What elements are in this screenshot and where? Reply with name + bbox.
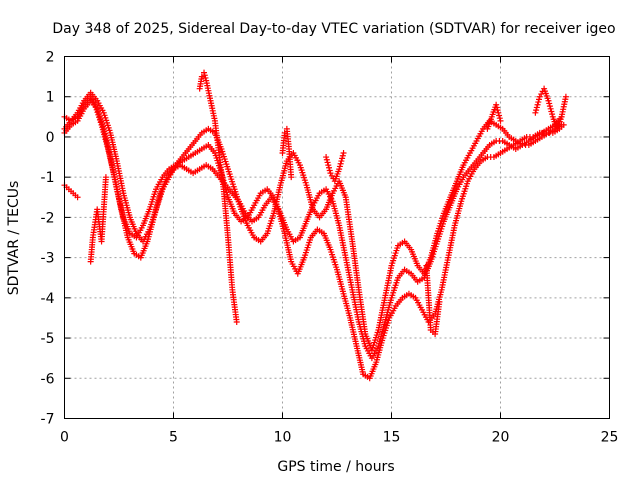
y-axis-label: SDTVAR / TECUs <box>6 181 22 296</box>
data-point <box>548 108 555 115</box>
data-point <box>233 318 240 325</box>
x-tick-label: 10 <box>274 430 292 446</box>
x-tick-label: 0 <box>60 430 69 446</box>
x-tick-label: 15 <box>383 430 401 446</box>
data-point <box>558 121 565 128</box>
data-point <box>323 156 330 163</box>
data-point <box>494 107 501 114</box>
data-point <box>324 159 331 166</box>
data-markers <box>61 69 569 382</box>
chart-title: Day 348 of 2025, Sidereal Day-to-day VTE… <box>52 21 615 37</box>
data-point <box>547 105 554 112</box>
data-point <box>496 115 503 122</box>
data-point <box>536 96 543 103</box>
data-point <box>339 152 346 159</box>
data-point <box>534 101 541 108</box>
data-point <box>436 298 443 305</box>
y-tick-label: -4 <box>41 291 55 307</box>
data-point <box>533 107 540 114</box>
data-point <box>202 74 209 81</box>
data-point <box>339 155 346 162</box>
data-point <box>546 100 553 107</box>
y-tick-label: 0 <box>46 130 55 146</box>
data-point <box>336 163 343 170</box>
y-tick-label: 1 <box>46 90 55 106</box>
data-point <box>549 111 556 118</box>
y-tick-label: -2 <box>41 210 55 226</box>
data-point <box>493 104 500 111</box>
y-tick-label: -7 <box>41 412 55 428</box>
data-point <box>545 97 552 104</box>
data-point <box>496 112 503 119</box>
data-point <box>336 166 343 173</box>
grid <box>64 56 610 419</box>
data-point <box>337 160 344 167</box>
x-axis-label: GPS time / hours <box>277 459 394 475</box>
x-tick-label: 5 <box>169 430 178 446</box>
data-point <box>340 150 347 157</box>
y-tick-label: 2 <box>46 50 55 66</box>
data-point <box>325 162 332 169</box>
data-point <box>493 101 500 108</box>
y-tick-label: -5 <box>41 331 55 347</box>
data-point <box>535 99 542 106</box>
data-point <box>198 73 205 80</box>
data-point <box>495 109 502 116</box>
data-point <box>323 154 330 161</box>
data-point <box>562 93 569 100</box>
data-point <box>532 109 539 116</box>
x-tick-label: 25 <box>601 430 619 446</box>
x-tick-label: 20 <box>492 430 510 446</box>
data-point <box>326 167 333 174</box>
data-point <box>326 164 333 171</box>
data-point <box>201 69 208 76</box>
y-tick-label: -1 <box>41 170 55 186</box>
data-point <box>338 158 345 165</box>
data-point <box>102 174 109 181</box>
data-point <box>497 117 504 124</box>
data-point <box>533 104 540 111</box>
axis-ticks: 0 5 10 15 20 25 -7 -6 -5 -4 -3 -2 -1 0 1 2 <box>41 50 619 446</box>
data-point <box>288 174 295 181</box>
y-tick-label: -6 <box>41 371 55 387</box>
data-point <box>74 194 81 201</box>
y-tick-label: -3 <box>41 251 55 267</box>
data-point <box>546 103 553 110</box>
plot-frame <box>64 56 610 419</box>
data-point <box>201 72 208 79</box>
